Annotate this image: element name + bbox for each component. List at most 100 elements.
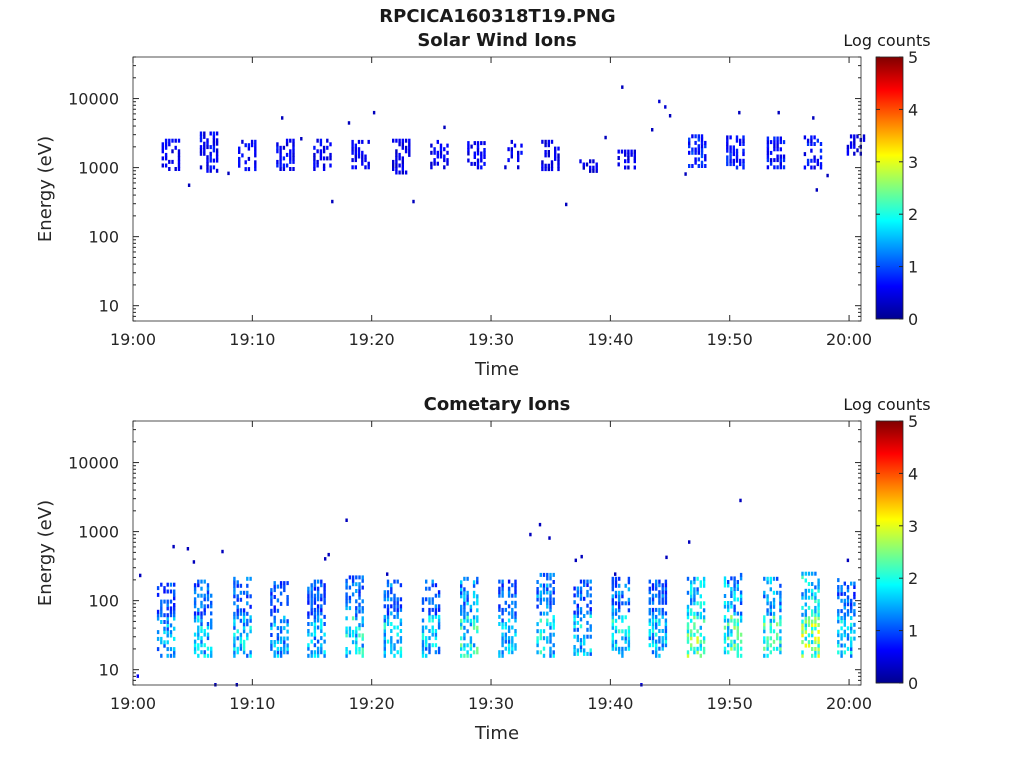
cell — [549, 653, 552, 658]
cell — [618, 576, 621, 581]
cell — [319, 142, 323, 147]
cell — [573, 614, 576, 618]
cell — [661, 597, 664, 602]
cell — [589, 610, 592, 615]
cell — [401, 145, 404, 150]
cell — [576, 607, 579, 612]
cluster-15 — [766, 136, 786, 170]
cell — [779, 604, 782, 609]
x-tick-label: 19:00 — [110, 694, 156, 713]
cell — [658, 636, 661, 641]
cell — [507, 650, 511, 655]
cell — [210, 604, 213, 609]
cell — [390, 622, 393, 626]
cell — [233, 653, 236, 658]
cell — [811, 623, 814, 627]
cell — [463, 611, 466, 616]
cell — [557, 146, 560, 151]
cell — [507, 618, 511, 623]
cell — [348, 599, 352, 604]
cell — [661, 583, 664, 588]
cell — [589, 627, 592, 632]
cell — [276, 584, 280, 589]
cell — [542, 636, 546, 641]
cell — [174, 145, 177, 150]
cell — [351, 592, 355, 597]
cell — [769, 650, 772, 655]
cell — [289, 159, 292, 164]
point-8 — [443, 125, 446, 130]
cell — [693, 580, 696, 585]
cell — [310, 607, 313, 612]
cell — [539, 611, 542, 616]
cell — [283, 640, 286, 644]
cell — [320, 646, 323, 651]
cell — [693, 576, 696, 581]
point-21 — [826, 173, 829, 178]
cell — [469, 608, 473, 613]
cell — [316, 639, 320, 644]
cell — [655, 593, 658, 598]
cell — [536, 597, 539, 602]
cell — [536, 604, 539, 609]
cell — [579, 641, 583, 646]
cell — [233, 583, 236, 588]
cell — [620, 149, 624, 154]
cell — [614, 625, 618, 630]
cell — [329, 142, 332, 147]
cell — [804, 588, 807, 593]
cell — [658, 579, 661, 584]
cell — [742, 165, 745, 170]
colorbar-tick-label: 2 — [908, 569, 918, 588]
cell — [472, 594, 476, 599]
cell — [814, 585, 817, 590]
cell — [386, 622, 390, 626]
cell — [156, 586, 160, 591]
cell — [476, 165, 480, 170]
cell — [433, 147, 436, 152]
cell — [576, 634, 579, 639]
cell — [686, 632, 690, 637]
cell — [463, 646, 466, 651]
cell — [702, 618, 706, 623]
cell — [696, 587, 699, 592]
cell — [807, 623, 811, 627]
cell — [421, 636, 425, 641]
cell — [276, 640, 280, 644]
cell — [463, 576, 466, 581]
cell — [739, 653, 743, 658]
cell — [242, 618, 246, 623]
cell — [168, 159, 171, 164]
cell — [549, 625, 552, 630]
cell — [655, 607, 658, 612]
cell — [355, 626, 358, 631]
cell — [627, 632, 631, 637]
point-3 — [300, 137, 303, 141]
cell — [313, 152, 316, 157]
cell — [817, 623, 820, 627]
cell — [589, 593, 592, 598]
cell — [549, 572, 552, 577]
cell — [313, 611, 317, 616]
cell — [769, 576, 772, 581]
cell — [837, 595, 840, 600]
cell — [624, 639, 627, 644]
cell — [814, 599, 817, 604]
cell — [276, 159, 279, 164]
cell — [686, 611, 690, 616]
cell — [446, 161, 449, 166]
cell — [320, 604, 323, 609]
point-5 — [347, 121, 351, 125]
cell — [316, 138, 319, 143]
cell — [546, 601, 549, 605]
cell — [355, 640, 358, 645]
cell — [399, 597, 403, 602]
cell — [813, 155, 816, 160]
cell — [466, 611, 469, 616]
cluster-14 — [726, 135, 745, 170]
cell — [618, 594, 621, 599]
cell — [209, 155, 212, 160]
colorbar — [875, 420, 904, 684]
cell — [329, 152, 332, 157]
cell — [589, 586, 592, 591]
